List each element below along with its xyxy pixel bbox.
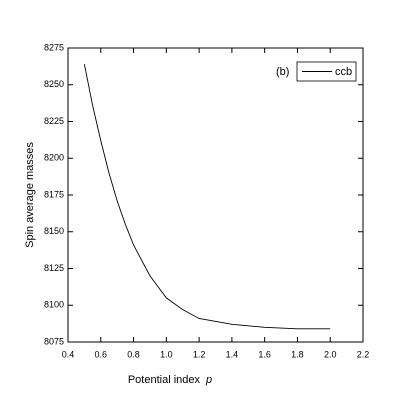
x-tick-label: 1.4	[226, 349, 239, 359]
y-tick-label: 8225	[44, 116, 64, 126]
x-axis-label: Potential index	[128, 374, 201, 386]
x-tick-label: 1.6	[258, 349, 271, 359]
y-tick-label: 8200	[44, 153, 64, 163]
annotation: (b)	[276, 66, 289, 78]
x-tick-label: 1.0	[160, 349, 173, 359]
y-tick-label: 8175	[44, 189, 64, 199]
y-tick-label: 8100	[44, 300, 64, 310]
x-tick-label: 0.6	[95, 349, 108, 359]
y-tick-label: 8125	[44, 263, 64, 273]
x-tick-label: 0.8	[127, 349, 140, 359]
x-tick-label: 2.0	[324, 349, 337, 359]
x-tick-label: 2.2	[357, 349, 370, 359]
x-tick-label: 1.2	[193, 349, 206, 359]
x-tick-label: 0.4	[62, 349, 75, 359]
y-tick-label: 8075	[44, 336, 64, 346]
x-tick-label: 1.8	[291, 349, 304, 359]
y-tick-label: 8275	[44, 42, 64, 52]
x-axis-symbol: p	[205, 374, 212, 386]
y-tick-label: 8250	[44, 79, 64, 89]
series-line	[83, 64, 331, 330]
plot-frame	[67, 47, 364, 343]
legend-label: ccb	[335, 66, 352, 78]
y-axis-label: Spin average masses	[24, 142, 36, 248]
y-tick-label: 8150	[44, 226, 64, 236]
